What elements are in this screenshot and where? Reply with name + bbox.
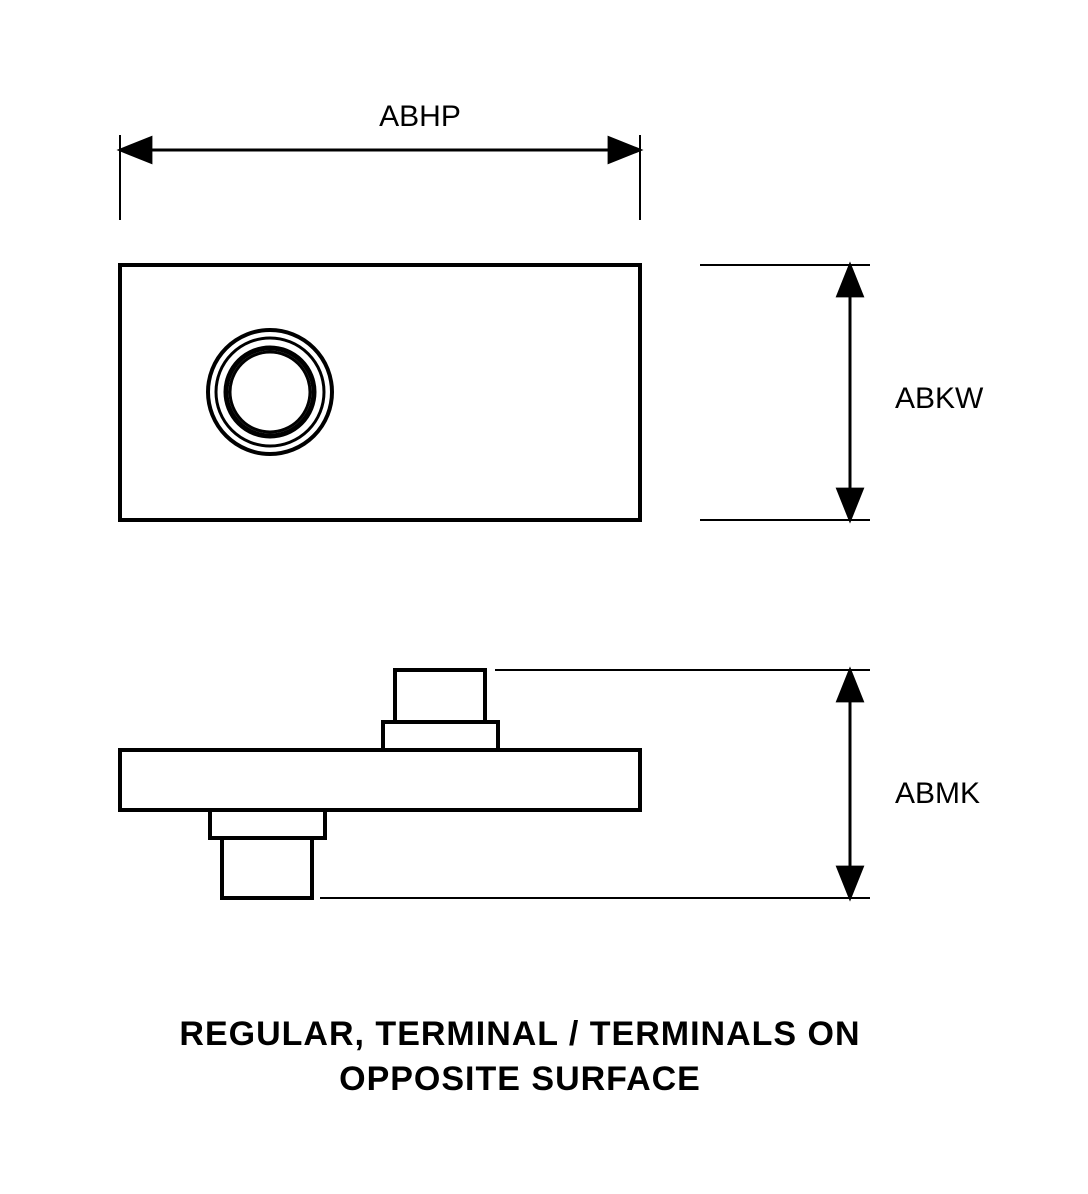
ring-inner bbox=[230, 352, 310, 432]
side-view bbox=[120, 670, 640, 898]
caption-line-1: REGULAR, TERMINAL / TERMINALS ON bbox=[179, 1015, 860, 1053]
top-terminal-upper bbox=[395, 670, 485, 722]
dimension-abhp: ABHP bbox=[120, 100, 640, 220]
technical-diagram: ABHP ABKW ABMK REGULAR, TERMINAL / TERMI… bbox=[0, 0, 1088, 1194]
caption: REGULAR, TERMINAL / TERMINALS ON OPPOSIT… bbox=[179, 1015, 860, 1098]
top-terminal-lower bbox=[383, 722, 498, 750]
top-view bbox=[120, 265, 640, 520]
caption-line-2: OPPOSITE SURFACE bbox=[339, 1060, 701, 1098]
terminal-circle bbox=[208, 330, 332, 454]
bottom-terminal-lower bbox=[222, 838, 312, 898]
bottom-terminal-upper bbox=[210, 810, 325, 838]
abmk-label: ABMK bbox=[895, 777, 980, 810]
plate-top bbox=[120, 265, 640, 520]
abkw-label: ABKW bbox=[895, 382, 984, 415]
dimension-abkw: ABKW bbox=[700, 265, 984, 520]
plate-side bbox=[120, 750, 640, 810]
abhp-label: ABHP bbox=[379, 100, 461, 133]
